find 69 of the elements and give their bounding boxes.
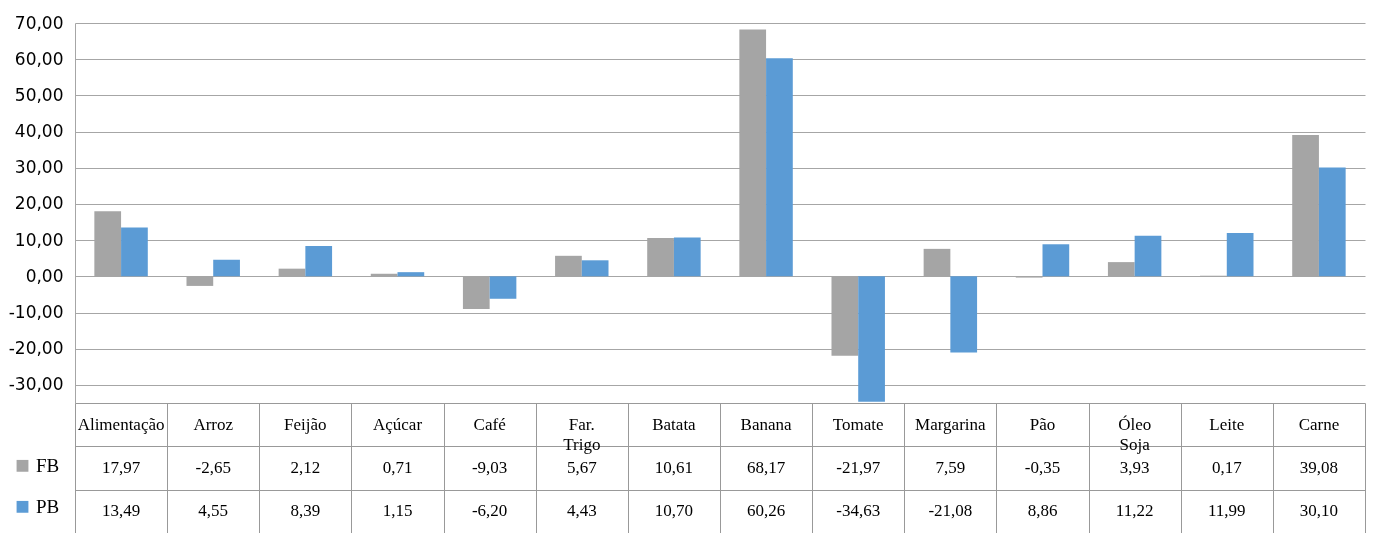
data-label: 60,26 [746, 501, 786, 521]
bar [305, 245, 333, 277]
x-tick-label: Açúcar [372, 414, 423, 434]
data-label: -6,20 [471, 501, 508, 521]
x-tick-label: Far. Trigo [563, 414, 601, 454]
data-label: 11,22 [1115, 501, 1154, 521]
bar [397, 272, 425, 277]
y-tick-label: 30,00 [14, 157, 64, 178]
data-label: 4,55 [198, 501, 229, 521]
data-label: 17,97 [101, 458, 141, 477]
data-label: 10,61 [654, 458, 694, 477]
x-tick-label: Carne [1298, 414, 1340, 434]
data-label: 8,86 [1027, 501, 1058, 521]
legend-label: FB [36, 454, 60, 476]
data-label: 68,17 [746, 458, 786, 477]
y-tick-label: 50,00 [14, 84, 64, 105]
data-label: 4,43 [566, 501, 597, 521]
data-label: 13,49 [101, 501, 141, 521]
data-label: -34,63 [836, 501, 881, 521]
y-tick-label: 60,00 [14, 48, 64, 69]
data-label: 1,15 [382, 501, 413, 521]
x-tick-label: Tomate [832, 414, 884, 434]
bar [213, 259, 240, 277]
bar [950, 276, 978, 353]
data-label: 10,70 [654, 501, 694, 521]
bar [121, 227, 148, 277]
data-label: 3,93 [1119, 458, 1150, 477]
data-label: 30,10 [1299, 501, 1339, 521]
data-label: 7,59 [935, 458, 966, 477]
bar [489, 276, 517, 299]
y-tick-label: -30,00 [8, 374, 64, 395]
legend-label: PB [36, 495, 60, 517]
bar [766, 58, 793, 277]
data-label: -9,03 [471, 458, 508, 477]
bar [1042, 244, 1070, 277]
x-tick-label: Feijão [284, 414, 327, 434]
y-tick-label: 70,00 [14, 12, 64, 33]
y-tick-label: 20,00 [14, 193, 64, 214]
x-tick-label: Arroz [193, 414, 234, 434]
x-tick-label: Alimentação [77, 414, 165, 434]
y-tick-label: 0,00 [25, 265, 64, 286]
data-label: -21,97 [836, 458, 881, 477]
data-label: 0,17 [1211, 458, 1243, 477]
data-label: 11,99 [1207, 501, 1246, 521]
bar [1318, 167, 1346, 277]
x-tick-label: Batata [652, 414, 697, 434]
data-label: 39,08 [1299, 458, 1339, 477]
data-label: -0,35 [1024, 458, 1061, 477]
bar [581, 260, 609, 277]
data-label: 5,67 [566, 458, 598, 477]
bar [1226, 232, 1254, 277]
x-tick-label: Pão [1029, 414, 1056, 434]
data-label: 8,39 [290, 501, 321, 521]
bar [1134, 235, 1162, 277]
x-tick-label: Margarina [915, 414, 987, 434]
y-tick-label: 40,00 [14, 121, 64, 142]
x-tick-label: Café [473, 414, 506, 434]
bar [858, 276, 885, 402]
x-tick-label: Banana [740, 414, 793, 434]
data-label: -2,65 [195, 458, 231, 477]
data-label: -21,08 [928, 501, 973, 521]
x-tick-label: Leite [1209, 414, 1245, 434]
y-tick-label: -20,00 [8, 338, 64, 359]
data-label: 2,12 [290, 458, 321, 477]
data-label: 0,71 [382, 458, 413, 477]
x-tick-label: Óleo Soja [1118, 414, 1152, 454]
y-tick-label: -10,00 [8, 302, 64, 323]
bar [673, 237, 701, 277]
y-tick-label: 10,00 [14, 229, 64, 250]
